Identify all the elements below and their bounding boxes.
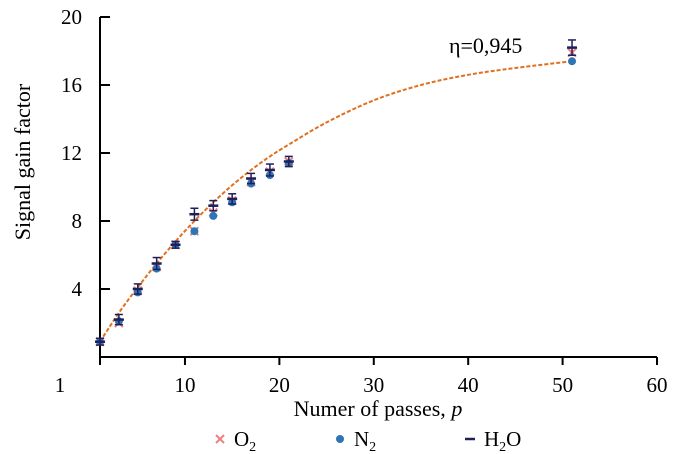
x-tick-label: 20 [269, 373, 290, 397]
y-axis-label: Signal gain factor [10, 83, 35, 240]
legend-label: H2O [484, 427, 521, 454]
x-axis-label-variable: p [449, 396, 462, 421]
x-tick-label: 1 [55, 373, 66, 397]
series-o2 [95, 47, 577, 347]
legend-label-subscript: 2 [369, 440, 376, 454]
series-h2o [95, 39, 578, 346]
efficiency-annotation: η=0,945 [449, 33, 522, 58]
x-tick-label: 60 [647, 373, 668, 397]
x-tick-label: 40 [458, 373, 479, 397]
data-point-n2 [209, 211, 218, 220]
legend-label-subscript: 2 [499, 440, 506, 454]
y-tick-label: 16 [61, 73, 82, 97]
series-n2 [96, 57, 577, 346]
legend-label: O2 [234, 427, 256, 454]
x-tick-label: 10 [174, 373, 195, 397]
legend-label-suffix: O [506, 427, 521, 451]
data-point-n2 [568, 57, 577, 66]
axes: 1 10 20 30 40 50 60 4 8 12 16 20 [55, 5, 668, 397]
legend-marker-n2 [336, 435, 344, 443]
legend-marker-o2 [215, 434, 225, 444]
data-point-n2 [190, 227, 199, 236]
legend-label-main: H [484, 427, 499, 451]
legend-label: N2 [354, 427, 376, 454]
x-axis-label: Numer of passes, p [294, 396, 463, 421]
x-axis-label-text: Numer of passes, [294, 396, 452, 421]
legend-item-o2: O2 [215, 427, 256, 454]
y-tick-label: 4 [72, 277, 83, 301]
y-tick-label: 20 [61, 5, 82, 29]
legend-label-main: O [234, 427, 249, 451]
x-tick-label: 30 [363, 373, 384, 397]
y-tick-label: 8 [72, 209, 83, 233]
legend-item-h2o: H2O [465, 427, 521, 454]
legend: O2 N2 H2O [215, 427, 521, 454]
x-marker-stroke [215, 434, 225, 444]
x-tick-label: 50 [552, 373, 573, 397]
y-tick-label: 12 [61, 141, 82, 165]
fit-curve [99, 60, 573, 343]
fit-curve-group [99, 60, 573, 343]
legend-label-main: N [354, 427, 369, 451]
legend-label-subscript: 2 [249, 440, 256, 454]
data-points-group [95, 39, 578, 347]
legend-item-n2: N2 [336, 427, 376, 454]
